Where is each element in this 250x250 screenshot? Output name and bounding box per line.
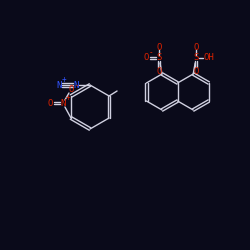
Text: S: S [194, 54, 199, 62]
Text: N: N [56, 80, 62, 90]
Text: -: - [149, 48, 153, 58]
Text: O: O [47, 98, 53, 108]
Text: OH: OH [204, 54, 214, 62]
Text: O: O [156, 42, 162, 51]
Text: +: + [66, 94, 70, 102]
Text: S: S [156, 54, 162, 62]
Text: -: - [75, 82, 79, 90]
Text: N: N [60, 98, 66, 108]
Text: +: + [62, 76, 66, 84]
Text: O: O [68, 86, 74, 94]
Text: N: N [73, 80, 79, 90]
Text: O: O [194, 42, 199, 51]
Text: O: O [194, 66, 199, 76]
Text: O: O [143, 54, 149, 62]
Text: O: O [156, 66, 162, 76]
